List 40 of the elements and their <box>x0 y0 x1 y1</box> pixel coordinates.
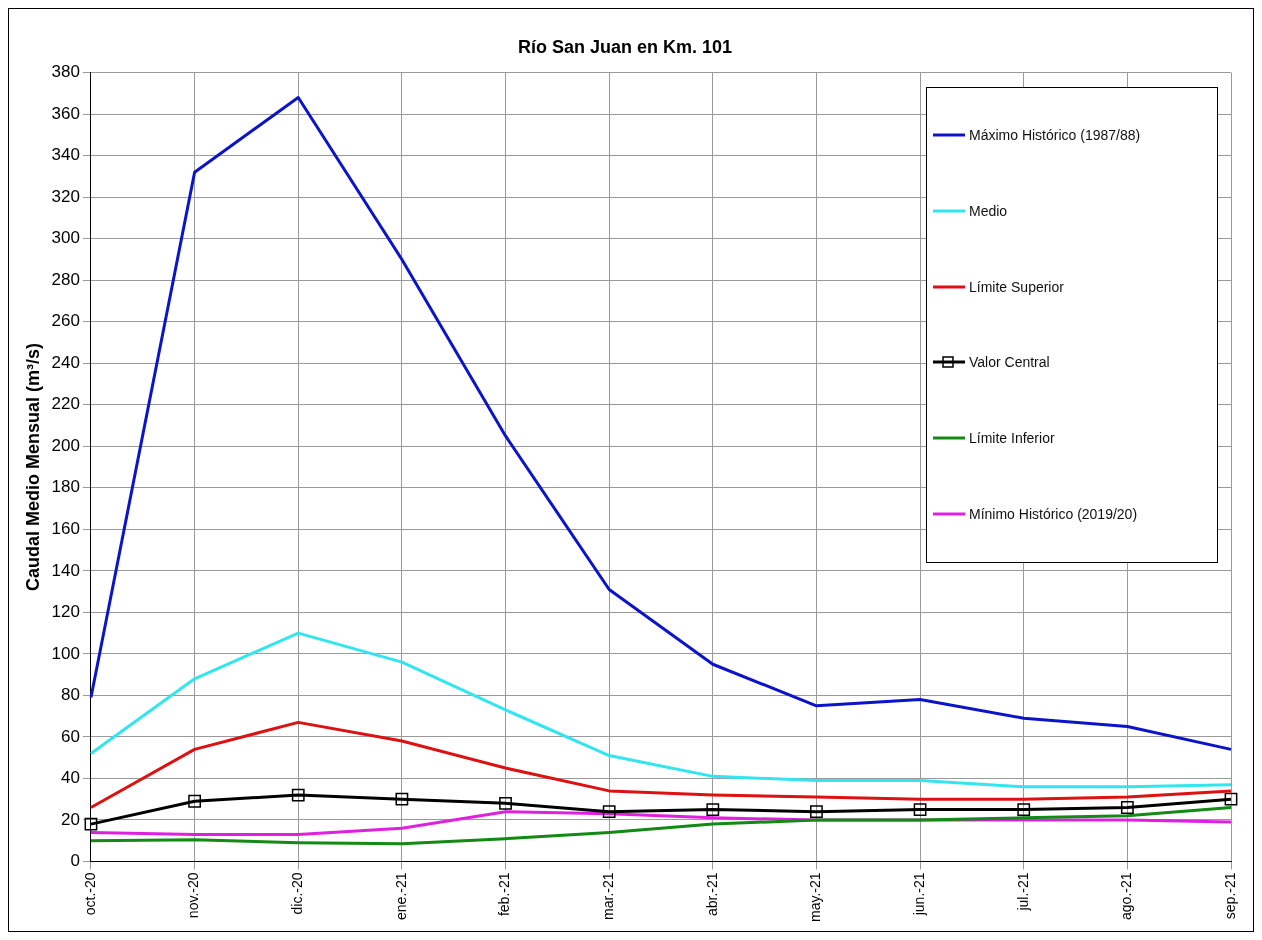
y-axis-title: Caudal Medio Mensual (m³/s) <box>22 343 43 592</box>
y-tick-label: 80 <box>61 685 80 705</box>
legend-label: Mínimo Histórico (2019/20) <box>969 505 1138 522</box>
legend-label: Límite Superior <box>969 278 1064 295</box>
x-tick-label: abr.-21 <box>703 872 720 917</box>
x-tick-label: sep.-21 <box>1221 872 1238 920</box>
x-tick-label: jul.-21 <box>1014 872 1031 912</box>
x-tick-label: jun.-21 <box>910 872 927 917</box>
legend-label: Límite Inferior <box>969 430 1055 447</box>
legend-label: Valor Central <box>969 354 1050 371</box>
y-tick-label: 0 <box>70 851 80 871</box>
x-tick-label: ene.-21 <box>392 872 409 920</box>
legend-label: Máximo Histórico (1987/88) <box>969 127 1141 144</box>
y-tick-label: 220 <box>51 394 80 414</box>
y-tick-label: 280 <box>51 269 80 289</box>
y-tick-label: 60 <box>61 726 80 746</box>
x-tick-label: oct.-20 <box>81 872 98 916</box>
y-tick-label: 300 <box>51 228 80 248</box>
y-tick-label: 380 <box>51 62 80 82</box>
y-tick-label: 100 <box>51 643 80 663</box>
y-tick-label: 160 <box>51 519 80 538</box>
y-tick-label: 140 <box>51 560 80 580</box>
y-tick-label: 260 <box>51 311 80 331</box>
y-tick-label: 240 <box>51 352 80 372</box>
x-tick-label: dic.-20 <box>289 872 306 915</box>
y-tick-label: 120 <box>51 602 80 622</box>
y-tick-label: 340 <box>51 145 80 165</box>
y-tick-label: 200 <box>51 435 80 455</box>
y-tick-label: 40 <box>61 768 80 788</box>
chart-title: Río San Juan en Km. 101 <box>517 36 733 57</box>
x-tick-label: feb.-21 <box>496 872 513 917</box>
x-tick-label: may.-21 <box>807 872 824 923</box>
legend-label: Medio <box>969 203 1008 220</box>
y-tick-label: 180 <box>51 477 80 497</box>
x-tick-label: mar.-21 <box>600 872 617 920</box>
y-tick-label: 20 <box>61 809 80 829</box>
x-tick-label: nov.-20 <box>185 872 202 919</box>
y-tick-label: 320 <box>51 186 80 206</box>
x-tick-label: ago.-21 <box>1118 872 1135 920</box>
y-tick-label: 360 <box>51 103 80 123</box>
